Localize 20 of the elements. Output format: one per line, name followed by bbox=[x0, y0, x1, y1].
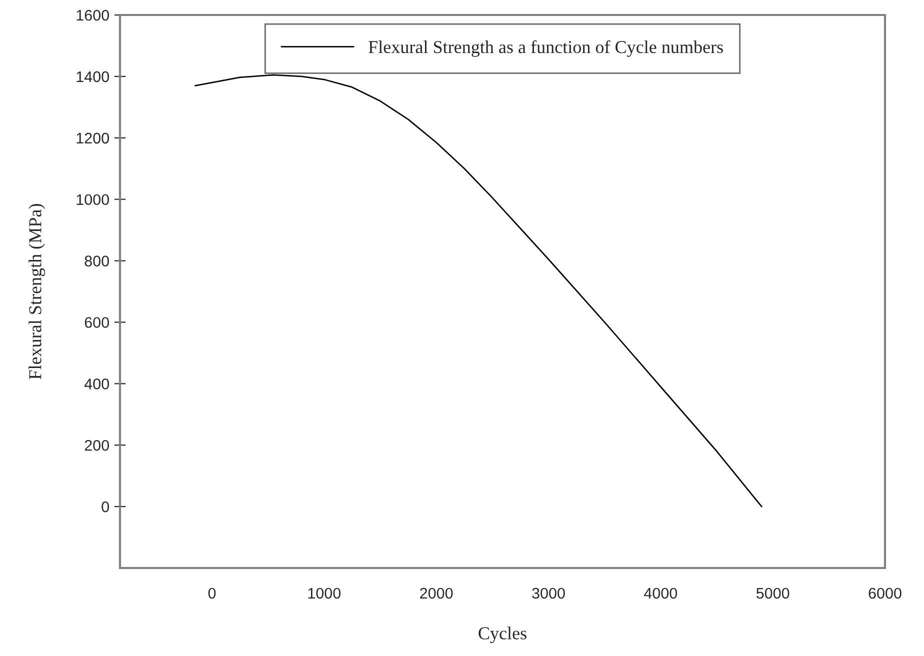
y-tick-label: 1200 bbox=[76, 132, 109, 144]
y-tick-label: 400 bbox=[84, 378, 109, 390]
y-tick-label: 0 bbox=[102, 501, 109, 512]
y-tick-label: 600 bbox=[84, 317, 109, 328]
x-tick-label: 3000 bbox=[532, 588, 565, 599]
y-tick-label: 800 bbox=[84, 256, 109, 266]
y-tick-label: 1600 bbox=[76, 10, 109, 21]
x-tick-label: 5000 bbox=[756, 588, 790, 599]
x-axis-title: Cycles bbox=[478, 626, 526, 644]
y-tick-label: 200 bbox=[84, 440, 109, 451]
legend-label: Flexural Strength as a function of Cycle numbers bbox=[368, 40, 723, 57]
y-tick-label: 1000 bbox=[76, 194, 109, 206]
line-series bbox=[194, 74, 762, 508]
x-tick-label: 4000 bbox=[644, 588, 678, 599]
x-tick-label: 6000 bbox=[868, 588, 902, 599]
y-tick-label: 1400 bbox=[76, 71, 109, 82]
x-tick-label: 2000 bbox=[420, 588, 453, 599]
x-tick-label: 1000 bbox=[308, 588, 341, 599]
x-tick-label: 0 bbox=[208, 588, 216, 599]
y-axis-title: Flexural Strength (MPa) bbox=[28, 204, 46, 380]
